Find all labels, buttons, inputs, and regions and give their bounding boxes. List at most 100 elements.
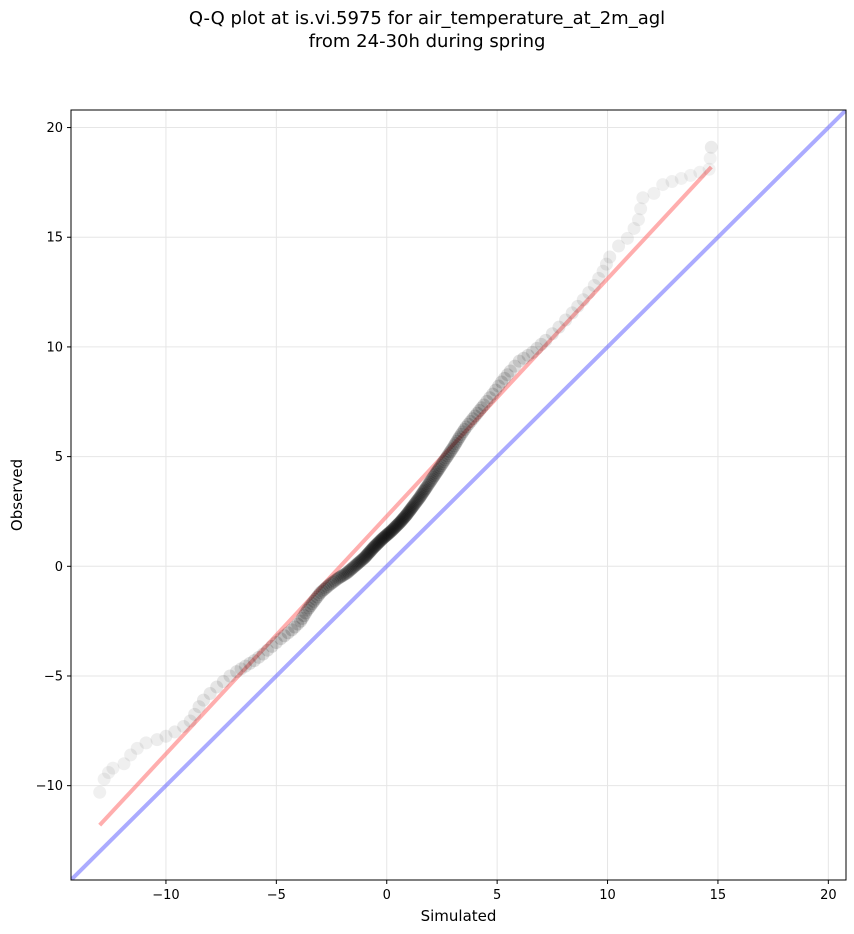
quantile-point <box>599 257 613 271</box>
quantile-point <box>480 394 494 408</box>
quantile-point <box>539 333 553 347</box>
quantile-point <box>285 623 299 637</box>
quantile-point <box>400 507 414 521</box>
quantile-point <box>381 527 395 541</box>
quantile-point <box>365 543 379 557</box>
quantile-point <box>592 271 606 285</box>
quantile-point <box>386 522 400 536</box>
quantile-point <box>631 213 645 227</box>
quantile-point <box>411 493 425 507</box>
quantile-point <box>379 529 393 543</box>
quantile-point <box>495 375 509 389</box>
quantile-point <box>665 175 679 189</box>
quantile-point <box>384 524 398 538</box>
quantile-point <box>150 733 164 747</box>
quantile-point <box>427 469 441 483</box>
axis-ticks: −10 −5 0 5 10 15 20 −10 −5 0 5 10 15 20 <box>36 121 837 903</box>
quantile-point <box>351 556 365 570</box>
quantile-point <box>483 391 497 405</box>
quantile-point <box>341 565 355 579</box>
quantile-point <box>328 574 342 588</box>
quantile-point <box>545 327 559 341</box>
quantile-point <box>376 531 390 545</box>
quantile-point <box>517 351 531 365</box>
quantile-point <box>385 523 399 537</box>
quantile-point <box>324 577 338 591</box>
quantile-point <box>401 506 415 520</box>
quantile-point <box>361 547 375 561</box>
y-tick-label: −5 <box>44 669 63 684</box>
quantile-point <box>447 439 461 453</box>
quantile-point <box>383 525 397 539</box>
quantile-point <box>395 513 409 527</box>
quantile-point <box>106 761 120 775</box>
quantile-point <box>703 151 717 165</box>
quantile-point <box>417 485 431 499</box>
x-tick-label: 10 <box>599 888 616 903</box>
quantile-point <box>307 594 321 608</box>
quantile-point <box>426 470 440 484</box>
quantile-point <box>627 221 641 235</box>
quantile-point <box>357 551 371 565</box>
quantile-point <box>419 482 433 496</box>
quantile-point <box>552 320 566 334</box>
quantile-point <box>434 459 448 473</box>
quantile-point <box>192 700 206 714</box>
quantile-point <box>188 707 202 721</box>
quantile-point <box>702 162 716 176</box>
quantile-point <box>238 659 252 673</box>
quantile-point <box>390 518 404 532</box>
quantile-point <box>398 510 412 524</box>
quantile-point <box>400 508 414 522</box>
quantile-point <box>367 540 381 554</box>
quantile-point <box>382 526 396 540</box>
quantile-point <box>300 603 314 617</box>
quantile-point <box>243 656 257 670</box>
quantile-point <box>431 464 445 478</box>
quantile-point <box>397 511 411 525</box>
quantile-point <box>294 614 308 628</box>
quantile-point <box>425 472 439 486</box>
quantile-point <box>412 491 426 505</box>
quantile-point <box>375 532 389 546</box>
quantile-point <box>295 611 309 625</box>
quantile-point <box>321 579 335 593</box>
quantile-point <box>454 427 468 441</box>
quantile-point <box>399 509 413 523</box>
quantile-point <box>252 650 266 664</box>
quantile-point <box>124 748 138 762</box>
quantile-point <box>433 461 447 475</box>
quantile-point <box>500 368 514 382</box>
quantile-point <box>234 662 248 676</box>
quantile-point <box>576 293 590 307</box>
identity-line <box>71 110 846 880</box>
chart-title-line-1: Q-Q plot at is.vi.5975 for air_temperatu… <box>188 8 666 29</box>
quantile-point <box>353 554 367 568</box>
quantile-point <box>359 550 373 564</box>
quantile-point <box>521 348 535 362</box>
quantile-point <box>291 617 305 631</box>
quantile-point <box>352 555 366 569</box>
quantile-point <box>350 557 364 571</box>
quantile-point <box>413 490 427 504</box>
quantile-point <box>333 570 347 584</box>
quantile-point <box>391 517 405 531</box>
quantile-point <box>394 514 408 528</box>
quantile-point <box>331 571 345 585</box>
chart-title-line-2: from 24-30h during spring <box>308 31 546 52</box>
quantile-point <box>415 487 429 501</box>
quantile-point <box>196 693 210 707</box>
quantile-point <box>424 474 438 488</box>
quantile-point <box>459 420 473 434</box>
quantile-point <box>317 583 331 597</box>
quantile-point <box>596 264 610 278</box>
quantile-point <box>421 479 435 493</box>
quantile-point <box>492 379 506 393</box>
quantile-point <box>389 519 403 533</box>
quantile-point <box>435 457 449 471</box>
quantile-point <box>693 165 707 179</box>
quantile-point <box>97 772 111 786</box>
quantile-point <box>177 719 191 733</box>
quantile-point <box>489 383 503 397</box>
quantile-point <box>359 549 373 563</box>
